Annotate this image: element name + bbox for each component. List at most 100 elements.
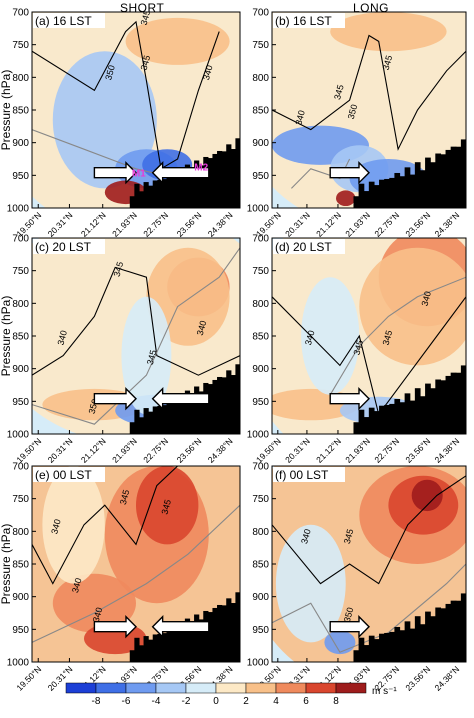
- y-tick-label: 900: [252, 592, 269, 603]
- terrain-bar: [138, 645, 145, 662]
- terrain-bar: [440, 154, 447, 208]
- terrain-bar: [203, 156, 209, 208]
- terrain-bar: [425, 611, 431, 662]
- y-axis-label: Pressure (hPa): [0, 70, 13, 151]
- contour-label: 345: [159, 498, 173, 515]
- colorbar-swatch: [125, 682, 157, 694]
- y-tick-label: 850: [12, 106, 29, 117]
- marker-label-m1: M1: [132, 169, 146, 180]
- terrain-bar: [404, 393, 411, 434]
- panel-label-bg: [273, 13, 345, 28]
- colorbar-tick-label: 2: [243, 696, 249, 707]
- terrain-bar: [379, 179, 385, 208]
- terrain-bar: [235, 364, 240, 434]
- terrain-bar: [419, 170, 426, 208]
- colorbar-tick-label: -6: [122, 696, 131, 707]
- terrain-bar: [129, 196, 135, 208]
- colorbar-tick-label: 0: [213, 696, 219, 707]
- colorbar-tick-label: 6: [303, 696, 309, 707]
- terrain-bar: [180, 630, 186, 662]
- terrain-bar: [384, 632, 390, 662]
- terrain-bar: [389, 631, 395, 662]
- x-tick-label: 21.12°N: [79, 210, 108, 239]
- terrain-bar: [389, 177, 395, 208]
- contour-label: 345: [342, 528, 356, 545]
- terrain-bar: [358, 637, 365, 662]
- terrain-bar: [353, 196, 360, 208]
- y-tick-label: 700: [12, 234, 29, 245]
- terrain-bar: [230, 603, 237, 662]
- terrain-bar: [455, 600, 462, 662]
- colorbar-tick-label: 8: [333, 696, 339, 707]
- theta-e-contour: [32, 247, 240, 425]
- terrain-bar: [203, 382, 209, 434]
- terrain-bar: [404, 167, 411, 208]
- y-tick-label: 1000: [247, 430, 270, 441]
- terrain-bar: [394, 398, 401, 434]
- terrain-bar: [157, 179, 163, 208]
- terrain-bar: [235, 138, 240, 208]
- y-tick-label: 750: [12, 266, 29, 277]
- colorbar-swatch: [155, 682, 187, 694]
- x-tick-label: 20.31°N: [283, 436, 312, 465]
- terrain-bar: [450, 372, 457, 434]
- contour-label: 340: [293, 109, 307, 126]
- terrain-bar: [358, 409, 365, 434]
- terrain-bar: [221, 151, 227, 208]
- y-axis-label: Pressure (hPa): [0, 296, 13, 377]
- terrain-bar: [184, 390, 191, 434]
- terrain-bar: [430, 162, 436, 208]
- terrain-bar: [394, 626, 401, 662]
- y-tick-label: 850: [252, 106, 269, 117]
- panel-label: (f) 00 LST: [275, 468, 329, 482]
- panel-label-bg: [273, 239, 345, 254]
- contour-label: 340: [299, 528, 313, 545]
- terrain-bar: [212, 379, 218, 434]
- terrain-bar: [440, 380, 447, 434]
- theta-e-contour: [32, 504, 240, 643]
- terrain-bar: [212, 607, 218, 662]
- panel-label: (c) 20 LST: [35, 240, 92, 254]
- contour-label: 330: [429, 616, 443, 633]
- panel-label-bg: [33, 239, 105, 254]
- terrain-bar: [161, 179, 168, 208]
- terrain-bar: [435, 607, 442, 662]
- field-shade: [359, 247, 466, 366]
- terrain-bar: [194, 614, 200, 662]
- y-tick-label: 800: [12, 299, 29, 310]
- terrain-bar: [143, 182, 149, 208]
- y-tick-label: 900: [12, 592, 29, 603]
- arrow-right-icon: [93, 615, 137, 639]
- y-tick-label: 900: [12, 138, 29, 149]
- arrow-right-icon: [329, 615, 370, 639]
- colorbar-tick-label: -8: [92, 696, 101, 707]
- y-tick-label: 750: [252, 266, 269, 277]
- terrain-bar: [217, 376, 223, 434]
- contour-label: 340: [195, 319, 209, 336]
- field-shade: [136, 466, 199, 545]
- terrain-bar: [148, 411, 154, 434]
- contour-label: 340: [49, 518, 63, 535]
- field-shade: [336, 190, 356, 207]
- y-tick-label: 750: [252, 494, 269, 505]
- panel-label: (a) 16 LST: [35, 14, 92, 28]
- terrain-bar: [404, 621, 411, 662]
- panel-body: 340 345 345 340: [272, 238, 466, 434]
- terrain-bar: [373, 639, 380, 662]
- terrain-bar: [134, 637, 140, 662]
- theta-e-contour: [329, 276, 466, 396]
- x-tick-label: 21.93°N: [343, 210, 372, 239]
- terrain-bar: [409, 174, 416, 208]
- terrain-bar: [230, 375, 237, 434]
- x-tick-label: 23.56°N: [175, 436, 204, 465]
- terrain-bar: [435, 153, 442, 208]
- terrain-bar: [373, 411, 380, 434]
- x-tick-label: 20.31°N: [46, 210, 75, 239]
- terrain-bar: [207, 612, 214, 662]
- terrain-bar: [152, 406, 158, 434]
- terrain-bar: [230, 149, 237, 208]
- terrain-bar: [161, 633, 168, 662]
- terrain-bar: [166, 174, 172, 208]
